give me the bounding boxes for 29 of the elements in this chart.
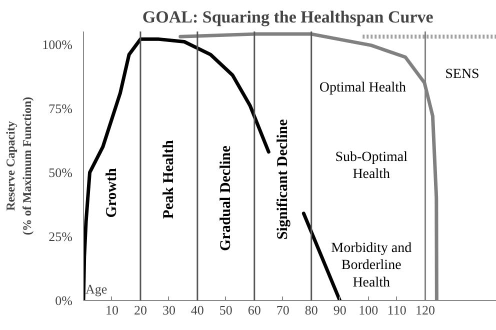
annotation: Peak Health	[160, 139, 177, 219]
annotation: Morbidity and Borderline Health	[331, 240, 412, 290]
x-tick-label: 100	[358, 302, 378, 318]
x-tick-label: 110	[387, 302, 406, 318]
y-tick-label: 100%	[42, 36, 73, 52]
chart-title: GOAL: Squaring the Healthspan Curve	[142, 8, 434, 26]
x-tick-label: 40	[190, 302, 204, 318]
x-tick-label: 70	[276, 302, 290, 318]
x-tick-label: 50	[219, 302, 232, 318]
x-tick-label: 120	[416, 302, 436, 318]
x-tick-label: 90	[333, 302, 346, 318]
y-tick-label: 0%	[55, 293, 73, 308]
y-axis-title: Reserve Capacity (% of Maximum Function)	[3, 96, 34, 236]
x-tick-label: 80	[304, 302, 318, 318]
x-tick-label: 10	[105, 302, 118, 318]
line-series	[84, 37, 270, 300]
y-tick-label: 50%	[48, 164, 73, 180]
annotation: SENS	[445, 67, 480, 82]
annotation: Sub-Optimal Health	[335, 150, 408, 182]
x-tick-label: 20	[134, 302, 147, 318]
x-tick-label: 30	[162, 302, 176, 318]
annotation: Growth	[104, 167, 120, 218]
annotation: Gradual Decline	[218, 145, 234, 251]
annotation: Significant Decline	[274, 118, 291, 240]
y-tick-label: 25%	[48, 228, 73, 244]
x-tick-label: 60	[248, 302, 261, 318]
x-axis-title: Age	[86, 282, 108, 296]
y-tick-label: 75%	[48, 100, 73, 116]
annotation: Optimal Health	[319, 80, 406, 96]
